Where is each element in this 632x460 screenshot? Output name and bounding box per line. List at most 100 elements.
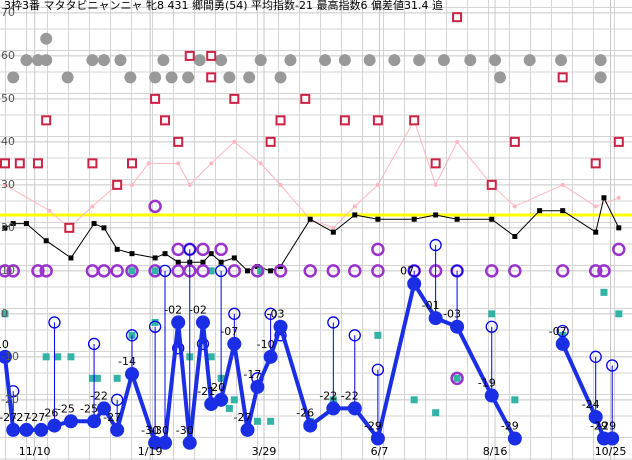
point bbox=[331, 225, 336, 230]
y-tick-label: -10 bbox=[1, 350, 19, 363]
data-label: -29 bbox=[590, 420, 608, 433]
point bbox=[97, 264, 111, 278]
point bbox=[43, 238, 49, 244]
point bbox=[86, 54, 99, 67]
point bbox=[555, 336, 570, 351]
point bbox=[34, 422, 49, 437]
point bbox=[0, 158, 10, 169]
point bbox=[303, 264, 317, 278]
point bbox=[590, 158, 601, 169]
point bbox=[200, 259, 206, 265]
data-label: -29 bbox=[364, 420, 382, 433]
point bbox=[326, 401, 341, 416]
point bbox=[207, 267, 215, 275]
point bbox=[615, 310, 623, 318]
point bbox=[196, 264, 210, 278]
point bbox=[112, 179, 123, 190]
data-label: -21 bbox=[197, 385, 215, 398]
point bbox=[184, 50, 195, 61]
point bbox=[375, 216, 381, 222]
point bbox=[511, 396, 519, 404]
point bbox=[606, 359, 619, 372]
point bbox=[303, 418, 318, 433]
data-label: -25 bbox=[80, 402, 98, 415]
point bbox=[605, 431, 620, 446]
point bbox=[374, 331, 382, 339]
point bbox=[484, 388, 499, 403]
point bbox=[19, 422, 34, 437]
point bbox=[508, 264, 522, 278]
point bbox=[370, 431, 385, 446]
point bbox=[594, 71, 607, 84]
point bbox=[206, 50, 217, 61]
data-label: -26 bbox=[40, 407, 58, 420]
point bbox=[339, 115, 350, 126]
point bbox=[372, 115, 383, 126]
point bbox=[148, 320, 162, 333]
point bbox=[284, 54, 297, 67]
point bbox=[214, 242, 228, 257]
point bbox=[87, 158, 98, 169]
point bbox=[151, 318, 159, 326]
point bbox=[375, 182, 380, 187]
y-tick-label: 30 bbox=[1, 178, 15, 191]
point bbox=[182, 71, 195, 84]
point bbox=[484, 264, 499, 278]
point bbox=[214, 264, 228, 277]
point bbox=[113, 374, 121, 382]
y-tick-label: -20 bbox=[1, 393, 19, 406]
data-label: -25 bbox=[57, 402, 75, 415]
point bbox=[486, 179, 497, 190]
point bbox=[371, 242, 385, 257]
point bbox=[512, 204, 517, 209]
point bbox=[148, 435, 163, 450]
point bbox=[268, 268, 274, 274]
point bbox=[63, 414, 78, 429]
point bbox=[560, 208, 566, 214]
point bbox=[430, 158, 441, 169]
point bbox=[146, 161, 151, 166]
point bbox=[613, 136, 624, 147]
x-tick-label: 6/7 bbox=[371, 445, 389, 458]
point bbox=[87, 337, 101, 351]
point bbox=[600, 288, 608, 296]
x-tick-label: 11/10 bbox=[19, 445, 51, 458]
point bbox=[464, 54, 477, 67]
point bbox=[512, 233, 518, 239]
point bbox=[509, 136, 520, 147]
data-label: -14 bbox=[118, 355, 136, 368]
point bbox=[114, 54, 127, 67]
point bbox=[488, 310, 496, 318]
point bbox=[230, 396, 238, 404]
point bbox=[124, 71, 137, 84]
point bbox=[129, 251, 135, 257]
point bbox=[64, 222, 75, 233]
point bbox=[6, 422, 21, 437]
point bbox=[352, 204, 357, 209]
data-label: -27 bbox=[234, 411, 252, 424]
point bbox=[450, 319, 465, 334]
point bbox=[10, 221, 16, 227]
point bbox=[245, 268, 251, 274]
point bbox=[125, 367, 140, 382]
point bbox=[223, 71, 236, 84]
point bbox=[148, 199, 162, 214]
point bbox=[171, 315, 186, 330]
point bbox=[612, 242, 626, 257]
point bbox=[114, 246, 120, 252]
point bbox=[20, 54, 33, 67]
point bbox=[225, 404, 233, 412]
point bbox=[616, 225, 622, 231]
y-tick-label: 40 bbox=[1, 135, 15, 148]
point bbox=[54, 353, 62, 361]
point bbox=[150, 93, 161, 104]
data-label: -02 bbox=[189, 303, 207, 316]
point bbox=[47, 208, 52, 213]
point bbox=[273, 319, 288, 334]
point bbox=[151, 267, 159, 275]
point bbox=[39, 264, 53, 278]
point bbox=[348, 329, 361, 342]
point bbox=[196, 242, 210, 257]
point bbox=[195, 315, 210, 330]
point bbox=[593, 204, 598, 209]
